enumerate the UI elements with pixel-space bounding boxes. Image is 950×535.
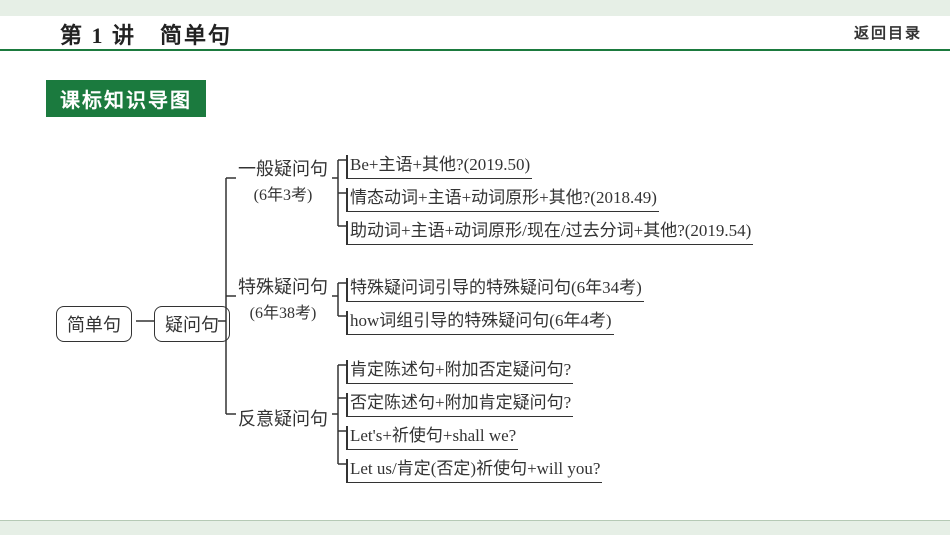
footer-band xyxy=(0,520,950,535)
leaf-3-4: Let us/肯定(否定)祈使句+will you? xyxy=(348,452,602,483)
leaf-1-3: 助动词+主语+动词原形/现在/过去分词+其他?(2019.54) xyxy=(348,214,753,245)
group-2-label: 特殊疑问句 xyxy=(238,273,328,299)
group-1-label: 一般疑问句 xyxy=(238,155,328,181)
group-1: 一般疑问句 (6年3考) xyxy=(238,155,328,205)
leaf-1-2: 情态动词+主语+动词原形+其他?(2018.49) xyxy=(348,181,659,212)
leaf-3-1: 肯定陈述句+附加否定疑问句? xyxy=(348,353,573,384)
header-band xyxy=(0,0,950,16)
page-title: 第 1 讲 简单句 xyxy=(60,18,232,50)
group-3-label: 反意疑问句 xyxy=(238,409,328,429)
leaf-1-1: Be+主语+其他?(2019.50) xyxy=(348,148,532,179)
node-root-label: 简单句 xyxy=(67,315,121,335)
title-rule xyxy=(0,49,950,51)
leaf-3-3: Let's+祈使句+shall we? xyxy=(348,419,518,450)
group-2: 特殊疑问句 (6年38考) xyxy=(238,273,328,323)
return-link[interactable]: 返回目录 xyxy=(854,22,922,43)
node-root: 简单句 xyxy=(56,306,132,342)
leaf-2-2: how词组引导的特殊疑问句(6年4考) xyxy=(348,304,614,335)
node-child: 疑问句 xyxy=(154,306,230,342)
section-badge: 课标知识导图 xyxy=(46,80,206,117)
group-1-note: (6年3考) xyxy=(238,181,328,205)
node-child-label: 疑问句 xyxy=(165,315,219,335)
leaf-2-1: 特殊疑问词引导的特殊疑问句(6年34考) xyxy=(348,271,644,302)
group-3: 反意疑问句 xyxy=(238,405,328,431)
leaf-3-2: 否定陈述句+附加肯定疑问句? xyxy=(348,386,573,417)
group-2-note: (6年38考) xyxy=(238,299,328,323)
